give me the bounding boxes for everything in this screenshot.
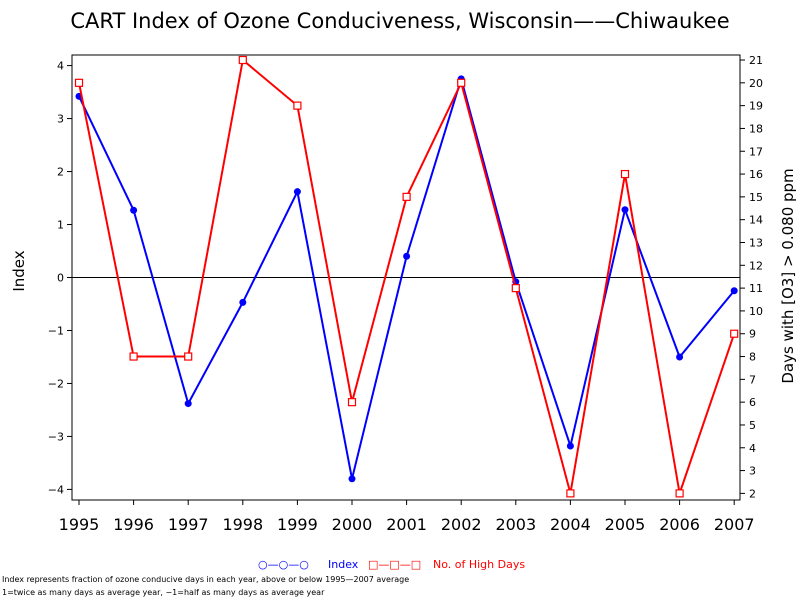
y2-axis-title: Days with [O3] > 0.080 ppm [779, 168, 797, 383]
x-tick-label: 2005 [605, 515, 646, 534]
data-point-no-of-high-days [184, 352, 193, 361]
legend-days-label: No. of High Days [433, 558, 525, 571]
y2-tick-label: 7 [749, 373, 756, 386]
y2-tick-label: 11 [749, 282, 763, 295]
y2-tick-label: 19 [749, 100, 763, 113]
data-point-no-of-high-days [566, 489, 575, 498]
x-tick-label: 1997 [168, 515, 209, 534]
data-point-no-of-high-days [620, 169, 630, 179]
legend-index-symbol: ○—○—○ [258, 558, 309, 571]
data-point-no-of-high-days [457, 78, 466, 87]
data-point-index [730, 287, 738, 295]
plot-frame [71, 54, 741, 501]
legend: ○—○—○ Index □—□—□ No. of High Days [258, 558, 525, 571]
chart-title: CART Index of Ozone Conduciveness, Wisco… [70, 9, 729, 33]
data-point-index [566, 442, 574, 450]
x-tick-label: 1998 [222, 515, 263, 534]
y2-tick-label: 9 [749, 328, 756, 341]
x-tick-label: 2001 [386, 515, 427, 534]
data-point-no-of-high-days [347, 398, 357, 407]
y2-tick-label: 20 [749, 77, 763, 90]
y-tick-label: −4 [48, 483, 64, 496]
y2-tick-label: 4 [749, 442, 756, 455]
y2-tick-label: 18 [749, 122, 763, 135]
data-point-no-of-high-days [675, 489, 684, 498]
x-tick-label: 2007 [714, 515, 755, 534]
y-tick-label: −2 [48, 377, 64, 390]
data-point-index [130, 206, 138, 214]
y2-tick-label: 5 [749, 419, 756, 432]
data-point-index [293, 188, 301, 196]
data-point-no-of-high-days [74, 78, 84, 87]
y-tick-label: 1 [57, 219, 64, 232]
series-line-no-of-high-days [78, 58, 736, 494]
left-y-axis: −4 −3 −2 −1 0 1 2 3 4 [48, 60, 72, 496]
data-point-index [621, 206, 629, 214]
y2-tick-label: 21 [749, 54, 763, 67]
x-tick-label: 2002 [441, 515, 482, 534]
y2-tick-label: 15 [749, 191, 763, 204]
data-point-index [676, 353, 684, 361]
x-tick-label: 2006 [659, 515, 700, 534]
y2-tick-label: 2 [749, 487, 756, 500]
legend-index-label: Index [328, 558, 359, 571]
data-point-no-of-high-days [293, 101, 302, 110]
x-tick-label: 2000 [332, 515, 373, 534]
data-point-index [184, 400, 192, 408]
data-point-no-of-high-days [238, 55, 247, 65]
x-tick-label: 1995 [59, 515, 100, 534]
y2-tick-label: 3 [749, 465, 756, 478]
data-point-index [239, 298, 247, 306]
data-point-no-of-high-days [402, 192, 411, 201]
y-tick-label: 0 [57, 272, 64, 285]
series-line-index [78, 75, 735, 480]
y2-tick-label: 16 [749, 168, 763, 181]
y2-tick-label: 17 [749, 145, 763, 158]
x-tick-label: 1999 [277, 515, 318, 534]
y2-tick-label: 14 [749, 214, 763, 227]
x-axis: 1995 1996 1997 1998 1999 2000 2001 2002 2003 2004… [59, 500, 755, 534]
y2-tick-label: 12 [749, 259, 763, 272]
footnote-1: Index represents fraction of ozone condu… [2, 575, 410, 584]
legend-days-symbol: □—□—□ [368, 558, 421, 571]
data-point-no-of-high-days [730, 329, 739, 338]
right-y-axis: 2 3 4 5 6 7 8 9 10 11 12 13 14 15 16 17 18 19 20 21 [740, 54, 763, 500]
y-tick-label: −3 [48, 430, 64, 443]
y2-tick-label: 13 [749, 236, 763, 249]
y-tick-label: 2 [57, 166, 64, 179]
data-point-index [403, 252, 411, 260]
y2-tick-label: 6 [749, 396, 756, 409]
x-tick-label: 2004 [550, 515, 591, 534]
data-point-no-of-high-days [511, 284, 520, 293]
x-tick-label: 2003 [495, 515, 536, 534]
y-tick-label: 3 [57, 113, 64, 126]
data-point-no-of-high-days [129, 352, 138, 361]
series-layer [74, 55, 739, 498]
y2-tick-label: 10 [749, 305, 763, 318]
x-tick-label: 1996 [113, 515, 154, 534]
data-point-index [348, 475, 356, 483]
footnote-2: 1=twice as many days as average year, −1… [2, 588, 325, 597]
y-tick-label: −1 [48, 324, 64, 337]
y-axis-title: Index [10, 250, 28, 291]
y-tick-label: 4 [57, 60, 64, 73]
y2-tick-label: 8 [749, 351, 756, 364]
